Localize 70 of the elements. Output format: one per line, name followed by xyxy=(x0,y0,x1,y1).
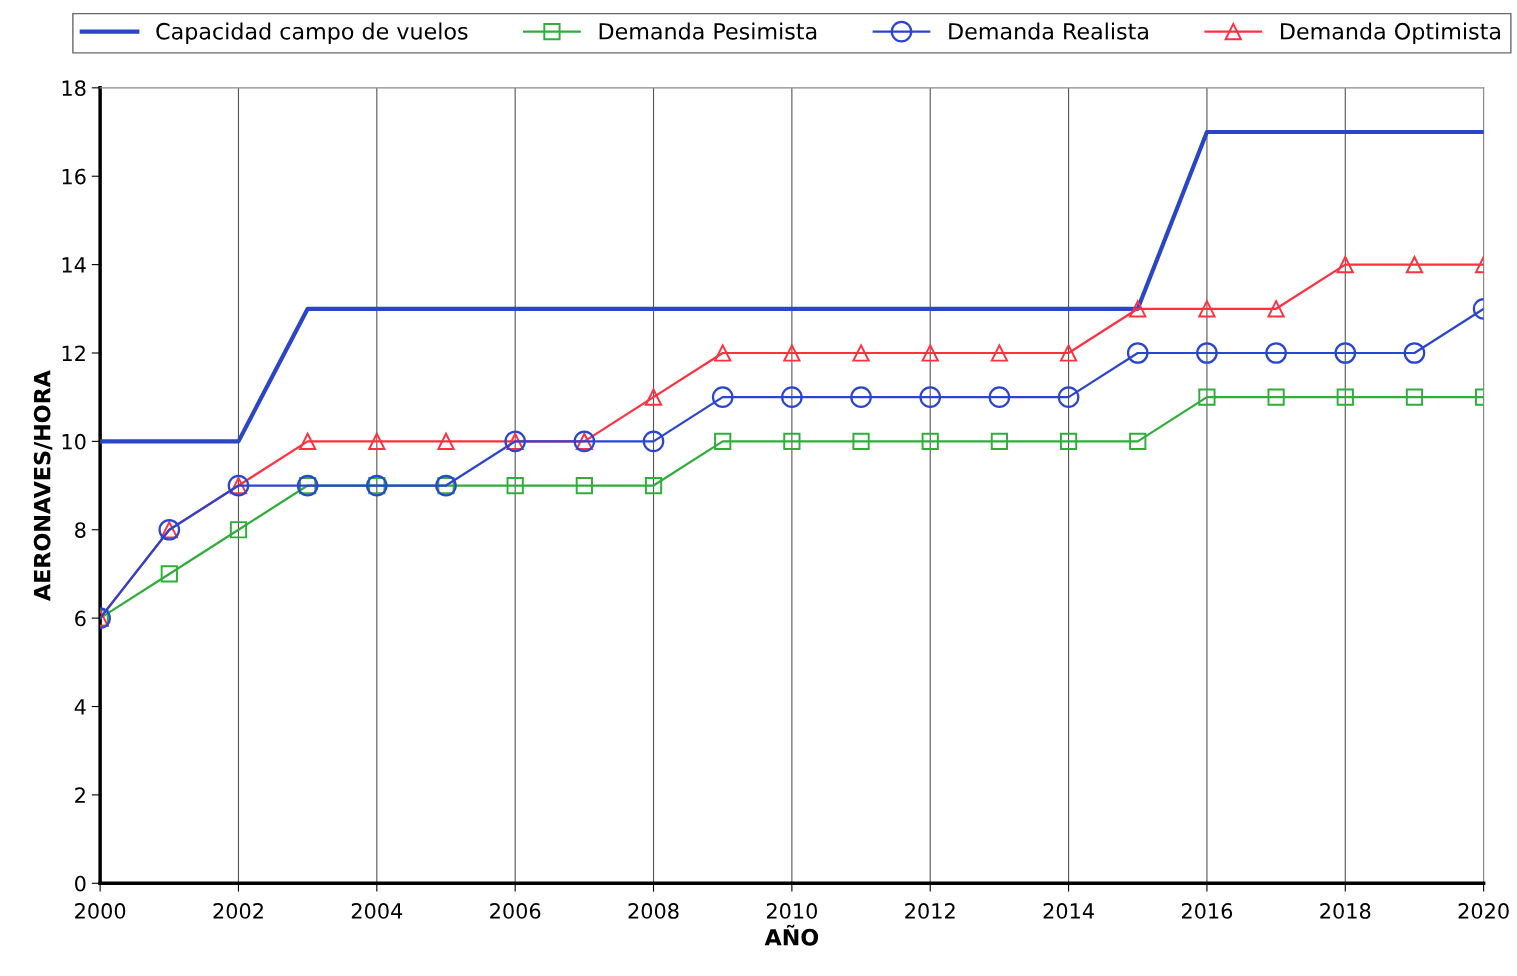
point xyxy=(919,386,942,409)
y-tick-label: 16 xyxy=(62,168,86,185)
point xyxy=(783,432,801,450)
x-tick-label: 2020 xyxy=(1458,903,1509,919)
y-tick-label: 14 xyxy=(62,257,86,273)
point xyxy=(299,432,317,450)
x-tick-label: 2006 xyxy=(490,903,541,919)
x-axis-title: AÑO xyxy=(764,924,819,946)
point xyxy=(1334,342,1357,364)
point xyxy=(781,386,803,409)
point xyxy=(1059,432,1078,450)
y-tick-label: 12 xyxy=(62,345,85,361)
point xyxy=(1267,388,1285,406)
point xyxy=(1198,388,1216,406)
point xyxy=(1336,256,1354,274)
point xyxy=(988,386,1011,409)
point xyxy=(1196,342,1218,364)
point xyxy=(160,565,178,583)
x-tick-label: 2016 xyxy=(1181,903,1233,919)
point xyxy=(990,344,1009,362)
point xyxy=(229,521,248,539)
y-tick-label: 8 xyxy=(75,522,86,538)
point xyxy=(714,344,732,362)
y-axis-title: AERONAVES/HORA xyxy=(33,370,53,601)
x-tick-label: 2000 xyxy=(75,903,126,919)
y-tick-label: 4 xyxy=(74,699,86,715)
y-tick-label: 0 xyxy=(75,875,86,892)
x-tick-label: 2010 xyxy=(766,903,817,919)
legend-label: Demanda Pesimista xyxy=(599,22,817,40)
point xyxy=(1057,386,1080,409)
point xyxy=(711,386,734,409)
point xyxy=(1129,300,1147,318)
point xyxy=(852,432,870,450)
point xyxy=(1403,342,1426,364)
point xyxy=(714,432,732,450)
x-tick-label: 2002 xyxy=(213,903,263,919)
point xyxy=(1336,388,1354,406)
point xyxy=(1267,300,1285,318)
x-tick-label: 2018 xyxy=(1320,903,1371,919)
point xyxy=(1059,344,1078,362)
point xyxy=(644,388,663,406)
y-tick-label: 18 xyxy=(62,80,86,97)
x-tick-label: 2012 xyxy=(905,903,955,919)
point xyxy=(850,386,872,409)
point xyxy=(1126,342,1149,364)
point xyxy=(368,432,386,450)
point xyxy=(990,432,1009,450)
point xyxy=(506,476,524,495)
point xyxy=(575,476,593,495)
y-tick-label: 10 xyxy=(62,433,86,450)
point xyxy=(644,476,663,495)
point xyxy=(852,344,870,362)
x-tick-label: 2014 xyxy=(1043,903,1094,919)
point xyxy=(1265,342,1287,364)
legend-label: Capacidad campo de vuelos xyxy=(156,22,468,44)
point xyxy=(1129,432,1147,450)
y-tick-label: 2 xyxy=(75,787,85,803)
x-tick-label: 2008 xyxy=(628,903,679,919)
y-tick-label: 6 xyxy=(75,610,86,627)
point xyxy=(783,344,801,362)
point xyxy=(437,432,455,450)
point xyxy=(1198,300,1216,318)
point xyxy=(642,430,665,453)
point xyxy=(1405,388,1424,406)
legend-label: Demanda Optimista xyxy=(1281,22,1500,44)
point xyxy=(921,344,939,362)
x-tick-label: 2004 xyxy=(351,903,403,919)
point xyxy=(921,432,939,450)
legend-label: Demanda Realista xyxy=(949,22,1148,40)
point xyxy=(1405,256,1424,274)
